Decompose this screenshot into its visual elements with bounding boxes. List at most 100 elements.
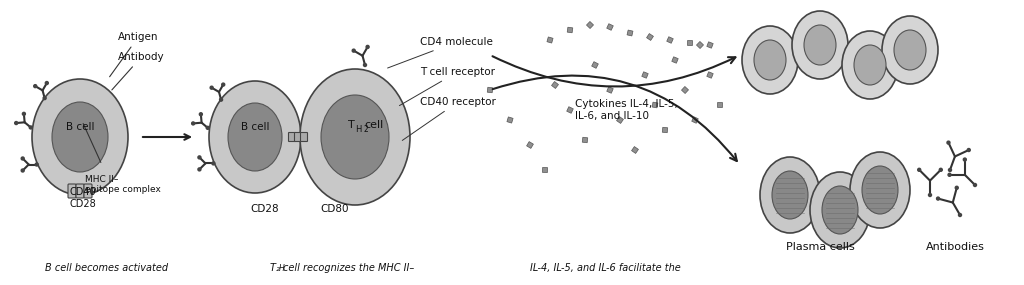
Polygon shape <box>547 37 553 43</box>
Ellipse shape <box>754 40 786 80</box>
Circle shape <box>964 158 967 161</box>
Circle shape <box>30 126 33 129</box>
Polygon shape <box>566 107 573 113</box>
Ellipse shape <box>882 16 938 84</box>
Circle shape <box>364 64 367 66</box>
Circle shape <box>937 197 940 200</box>
Polygon shape <box>642 72 648 78</box>
FancyBboxPatch shape <box>76 184 84 198</box>
FancyBboxPatch shape <box>68 184 76 198</box>
Ellipse shape <box>760 157 820 233</box>
Ellipse shape <box>810 172 870 248</box>
Circle shape <box>23 112 26 115</box>
Text: CD28: CD28 <box>251 204 280 214</box>
Circle shape <box>974 184 977 186</box>
Polygon shape <box>663 127 668 133</box>
Polygon shape <box>592 62 598 68</box>
Text: T: T <box>347 120 354 130</box>
Circle shape <box>929 194 932 196</box>
FancyBboxPatch shape <box>289 133 296 141</box>
Polygon shape <box>627 30 633 36</box>
Ellipse shape <box>792 11 848 79</box>
Text: Antibody: Antibody <box>112 52 165 90</box>
FancyBboxPatch shape <box>84 184 92 198</box>
Ellipse shape <box>32 79 128 195</box>
Ellipse shape <box>842 31 898 99</box>
Text: B cell: B cell <box>66 122 94 132</box>
Text: T cell receptor: T cell receptor <box>399 67 495 106</box>
FancyBboxPatch shape <box>300 133 307 141</box>
Circle shape <box>948 173 951 176</box>
Ellipse shape <box>300 69 410 205</box>
Polygon shape <box>707 42 713 48</box>
Circle shape <box>22 157 25 160</box>
FancyBboxPatch shape <box>295 133 301 141</box>
Polygon shape <box>583 137 588 143</box>
Circle shape <box>35 163 38 166</box>
Polygon shape <box>707 72 714 78</box>
Text: Antigen: Antigen <box>110 32 159 77</box>
Text: Cytokines IL-4, IL-5,
IL-6, and IL-10: Cytokines IL-4, IL-5, IL-6, and IL-10 <box>575 99 678 121</box>
Polygon shape <box>567 27 572 33</box>
Polygon shape <box>507 117 513 123</box>
Circle shape <box>939 168 942 171</box>
Polygon shape <box>587 21 594 29</box>
Polygon shape <box>632 146 638 153</box>
Circle shape <box>955 186 958 189</box>
Ellipse shape <box>772 171 808 219</box>
Text: CD40 receptor: CD40 receptor <box>402 97 496 141</box>
Text: B cell: B cell <box>241 122 269 132</box>
Circle shape <box>43 97 46 100</box>
Text: H: H <box>354 125 361 133</box>
Ellipse shape <box>321 95 389 179</box>
Text: cell: cell <box>365 120 384 130</box>
Text: Antibodies: Antibodies <box>926 242 984 252</box>
Text: CD80: CD80 <box>321 204 349 214</box>
Text: H: H <box>279 264 285 273</box>
Circle shape <box>198 156 201 159</box>
Text: B cell becomes activated: B cell becomes activated <box>45 263 168 273</box>
Circle shape <box>968 148 971 152</box>
Polygon shape <box>667 37 673 43</box>
Ellipse shape <box>854 45 886 85</box>
Circle shape <box>212 162 215 165</box>
Circle shape <box>210 86 213 89</box>
Polygon shape <box>646 34 653 40</box>
Polygon shape <box>543 167 548 173</box>
Circle shape <box>206 126 209 129</box>
Circle shape <box>45 82 48 85</box>
Polygon shape <box>692 117 698 123</box>
Ellipse shape <box>742 26 798 94</box>
Polygon shape <box>696 42 703 48</box>
Text: T₂ cell recognizes the MHC II–: T₂ cell recognizes the MHC II– <box>270 263 415 273</box>
Ellipse shape <box>894 30 926 70</box>
Polygon shape <box>607 87 613 93</box>
Text: 2: 2 <box>364 125 369 133</box>
Circle shape <box>191 122 195 125</box>
Circle shape <box>958 213 962 217</box>
Polygon shape <box>606 24 613 30</box>
Polygon shape <box>687 40 692 46</box>
Circle shape <box>22 169 25 172</box>
Polygon shape <box>672 57 678 63</box>
Circle shape <box>219 98 222 101</box>
Text: CD4 molecule: CD4 molecule <box>388 37 493 68</box>
Text: CD40
CD28: CD40 CD28 <box>70 187 96 209</box>
Text: IL-4, IL-5, and IL-6 facilitate the: IL-4, IL-5, and IL-6 facilitate the <box>530 263 681 273</box>
Ellipse shape <box>850 152 910 228</box>
Polygon shape <box>552 82 558 88</box>
Circle shape <box>34 85 37 88</box>
Ellipse shape <box>804 25 836 65</box>
Circle shape <box>200 113 203 116</box>
Ellipse shape <box>228 103 282 171</box>
FancyArrowPatch shape <box>493 76 737 161</box>
Polygon shape <box>487 87 493 93</box>
Polygon shape <box>652 102 657 108</box>
Circle shape <box>352 49 355 52</box>
Ellipse shape <box>209 81 301 193</box>
Circle shape <box>367 45 369 48</box>
Text: MHC II–
epitope complex: MHC II– epitope complex <box>85 175 161 194</box>
Circle shape <box>14 121 17 125</box>
Circle shape <box>948 168 951 172</box>
Ellipse shape <box>52 102 108 172</box>
